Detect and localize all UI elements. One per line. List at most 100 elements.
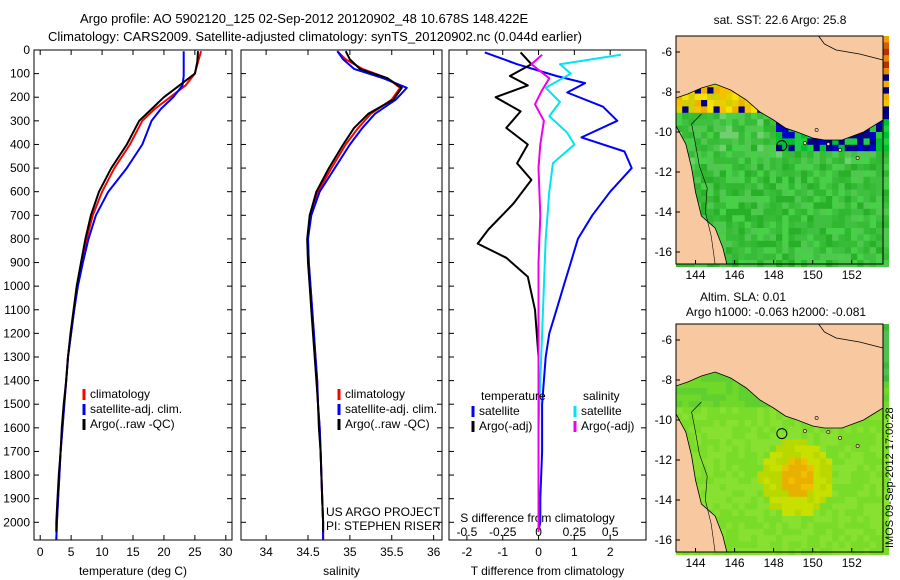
series-line-3 (530, 53, 551, 532)
map-cell (882, 400, 889, 408)
map-cell (819, 157, 827, 165)
map-cell (744, 253, 752, 261)
map-cell (851, 541, 858, 549)
map-cell (819, 170, 827, 178)
map-cell (882, 228, 889, 235)
map-cell (794, 176, 802, 184)
map-cell (732, 413, 739, 421)
map-cell (701, 87, 708, 95)
map-cell (826, 503, 833, 511)
map-cell (751, 413, 758, 421)
map-cell (707, 420, 714, 427)
x-tick-label: 15 (126, 545, 140, 559)
map-cell (769, 234, 777, 242)
map-cell (726, 112, 733, 120)
map-cell (719, 477, 727, 485)
map-cell (726, 445, 733, 453)
map-cell (732, 234, 739, 242)
island (838, 436, 842, 440)
map-cell (782, 541, 789, 549)
map-cell (882, 80, 889, 88)
map-cell (807, 247, 814, 255)
map-cell (863, 477, 871, 485)
map-cell (782, 157, 789, 165)
map-cell (851, 509, 858, 517)
map-cell (857, 439, 864, 447)
y-tick-label: 1500 (3, 397, 30, 411)
map-cell (744, 132, 752, 139)
map-cell (726, 541, 733, 549)
map-cell (882, 503, 889, 511)
map-cell (807, 522, 814, 530)
map-cell (794, 221, 802, 229)
map-cell (694, 87, 702, 95)
map-cell (757, 253, 764, 261)
map-cell (863, 234, 871, 242)
map-cell (869, 496, 877, 504)
map-cell (676, 407, 683, 415)
map-cell (838, 176, 846, 184)
map-cell (863, 432, 871, 440)
map-cell (844, 535, 852, 543)
map-cell (876, 215, 883, 223)
map-cell (782, 471, 789, 479)
map-cell (688, 400, 696, 408)
map-cell (794, 445, 802, 453)
map-cell (882, 138, 889, 146)
map-cell (882, 61, 889, 69)
map-cell (819, 522, 827, 530)
map-cell (782, 509, 789, 517)
map-cell (788, 183, 796, 191)
map-cell (738, 535, 746, 543)
map-cell (713, 445, 721, 453)
map-cell (857, 477, 864, 485)
map-cell (707, 432, 714, 440)
map-cell (851, 240, 858, 248)
map-cell (801, 253, 808, 261)
map-cell (726, 452, 733, 459)
map-cell (719, 388, 727, 395)
land-mass-0 (675, 323, 884, 429)
map-cell (726, 132, 733, 139)
map-cell (726, 400, 733, 408)
map-cell (738, 541, 746, 549)
map-cell (882, 356, 889, 363)
map-cell (832, 170, 839, 178)
map-cell (826, 247, 833, 255)
y-tick-label: -12 (655, 453, 673, 467)
map-cell (844, 247, 852, 255)
map-cell (738, 189, 746, 197)
map-cell (876, 503, 883, 511)
map-cell (732, 420, 739, 427)
map-cell (751, 240, 758, 248)
y-tick-label: 1200 (3, 326, 30, 340)
map-cell (851, 247, 858, 255)
map-cell (851, 234, 858, 242)
map-cell (719, 138, 727, 146)
map-cell (882, 445, 889, 453)
map-cell (713, 477, 721, 485)
y-tick-label: 1100 (4, 303, 30, 317)
map-cell (707, 112, 714, 120)
timestamp-watermark: IMOS 09-Sep-2012 17:00:28 (884, 407, 896, 548)
map-cell (713, 484, 721, 491)
map-cell (738, 426, 746, 434)
map-cell (757, 170, 764, 178)
map-cell (801, 221, 808, 229)
map-cell (744, 503, 752, 511)
map-cell (882, 74, 889, 82)
map-cell (882, 324, 889, 331)
map-cell (744, 100, 752, 107)
map-cell (863, 516, 871, 523)
map-cell (876, 247, 883, 255)
map-cell (763, 132, 771, 139)
map-cell (682, 119, 689, 127)
map-cell (694, 477, 702, 485)
map-cell (801, 196, 808, 203)
map-cell (882, 452, 889, 459)
island (814, 128, 819, 132)
y-tick-label: 0 (23, 43, 30, 57)
map-cell (794, 439, 802, 447)
legend-label: Argo(-adj) (479, 419, 532, 433)
map-cell (732, 509, 739, 517)
